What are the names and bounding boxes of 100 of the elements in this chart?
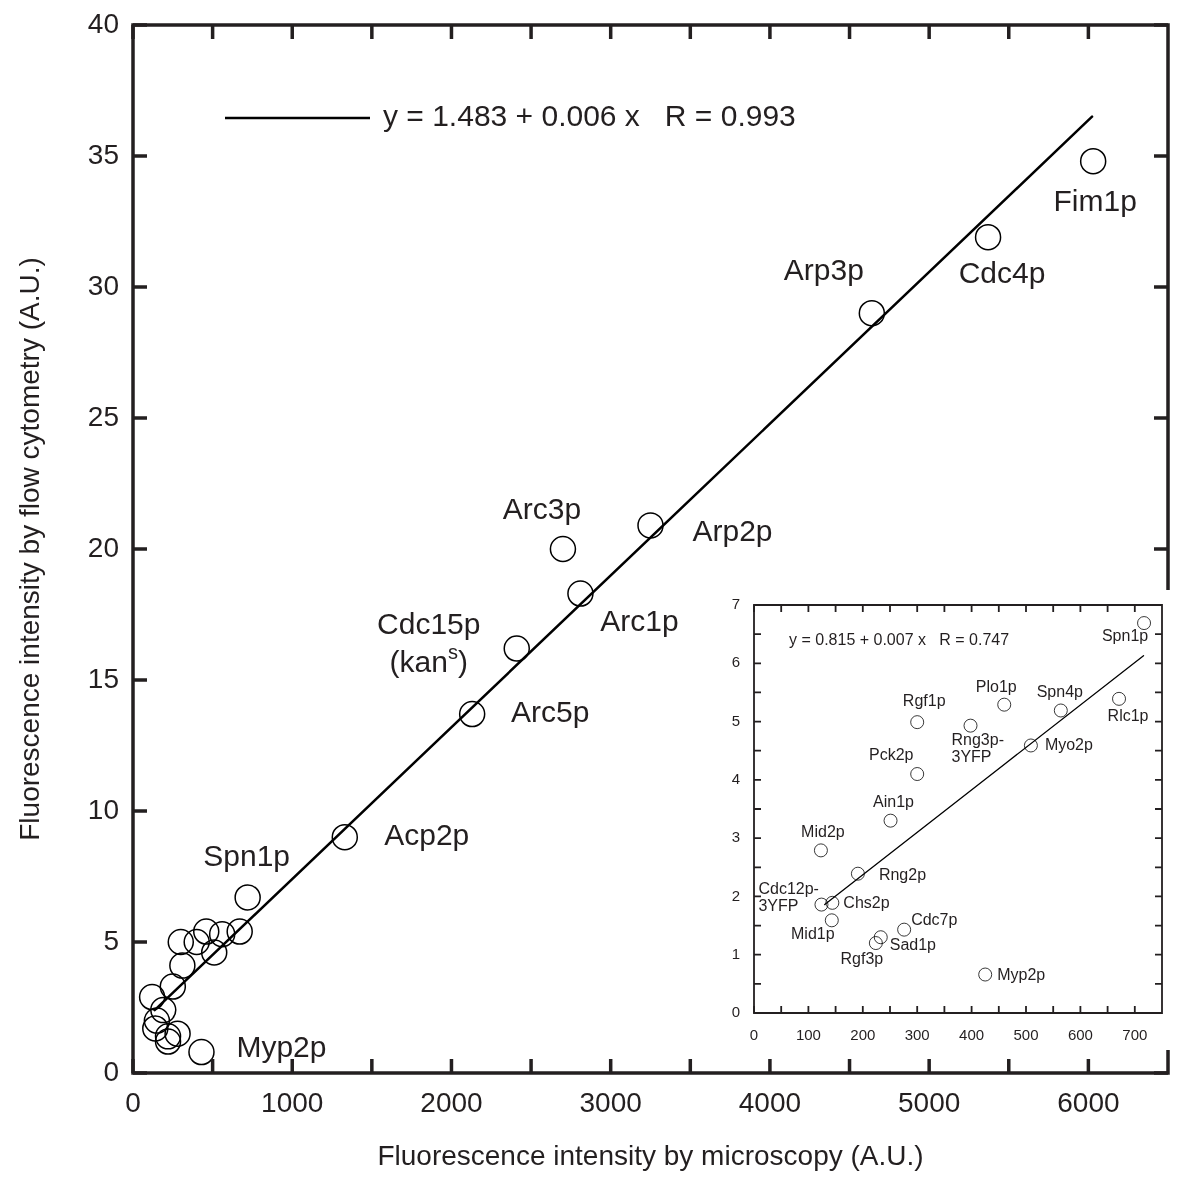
point <box>851 866 865 881</box>
x-tick-label: 4000 <box>738 1086 802 1118</box>
x-tick-label: 400 <box>959 1026 985 1044</box>
point <box>567 580 594 607</box>
annotation: Chs2p <box>843 894 890 912</box>
y-tick-label: 35 <box>87 138 119 170</box>
annotation: Rng2p <box>878 866 927 884</box>
point <box>226 918 253 945</box>
point <box>1112 691 1126 706</box>
point <box>824 913 839 928</box>
point <box>458 700 486 728</box>
annotation: Ain1p <box>873 793 915 811</box>
point <box>868 936 883 950</box>
point <box>208 920 236 948</box>
point <box>1079 147 1107 175</box>
annotation: Cdc7p <box>911 911 958 929</box>
x-tick-label: 1000 <box>261 1086 324 1118</box>
point <box>154 1023 182 1050</box>
annotation: Spn4p <box>1036 682 1084 700</box>
point <box>910 715 925 730</box>
point <box>150 996 177 1024</box>
annotation: Myo2p <box>1044 735 1094 753</box>
point <box>200 939 228 966</box>
point <box>814 843 828 858</box>
point <box>858 299 886 327</box>
y-tick-label: 5 <box>103 924 119 956</box>
point <box>167 928 195 956</box>
x-tick-label: 2000 <box>420 1086 483 1118</box>
y-tick-label: 6 <box>731 653 740 671</box>
point <box>169 952 196 979</box>
annotation: Rgf3p <box>840 950 884 968</box>
annotation: Cdc12p- 3YFP <box>758 879 819 914</box>
annotation: Rlc1p <box>1107 707 1149 725</box>
point <box>143 1007 171 1034</box>
x-tick-label: 700 <box>1122 1026 1148 1044</box>
annotation: Arc5p <box>510 695 590 729</box>
annotation: Arp2p <box>692 513 773 547</box>
point <box>154 1028 182 1055</box>
annotation: Rng3p- 3YFP <box>951 731 1004 766</box>
annotation: Mid1p <box>791 924 835 942</box>
point <box>549 535 577 563</box>
point <box>873 930 888 945</box>
annotation: Rgf1p <box>902 691 946 709</box>
annotation: Plo1p <box>975 678 1017 696</box>
annotation: Arp3p <box>783 253 864 287</box>
annotation: Myp2p <box>997 965 1046 983</box>
point <box>883 813 898 828</box>
y-tick-label: 0 <box>731 1003 740 1021</box>
annotation: Sad1p <box>889 935 937 953</box>
x-tick-label: 600 <box>1067 1026 1093 1044</box>
annotation: Mid2p <box>801 822 845 840</box>
point <box>963 718 978 733</box>
point <box>1024 738 1038 753</box>
y-tick-label: 2 <box>731 886 740 904</box>
y-tick-label: 10 <box>87 793 119 825</box>
x-tick-label: 300 <box>904 1026 930 1044</box>
annotation: Acp2p <box>384 818 470 852</box>
point <box>142 1015 169 1042</box>
point <box>188 1038 215 1066</box>
x-axis-title: Fluorescence intensity by microscopy (A.U.) <box>377 1139 924 1171</box>
point <box>997 697 1012 712</box>
point <box>183 928 210 956</box>
y-tick-label: 1 <box>731 944 740 962</box>
point <box>910 767 925 781</box>
y-tick-label: 4 <box>731 770 740 787</box>
point <box>1137 616 1151 630</box>
point <box>825 895 840 910</box>
y-tick-label: 25 <box>87 400 119 432</box>
point <box>974 223 1002 251</box>
y-tick-label: 20 <box>87 531 119 563</box>
annotation: Arc3p <box>502 492 582 526</box>
point <box>193 918 220 945</box>
point <box>234 884 261 911</box>
x-tick-label: 5000 <box>898 1086 961 1118</box>
y-tick-label: 15 <box>87 662 119 694</box>
y-tick-label: 30 <box>87 269 119 301</box>
x-tick-label: 0 <box>749 1026 759 1044</box>
x-tick-label: 6000 <box>1057 1086 1120 1118</box>
point <box>978 967 993 982</box>
point <box>159 973 187 1000</box>
point <box>331 823 359 851</box>
annotation: Cdc4p <box>958 256 1046 290</box>
point <box>814 897 829 912</box>
x-tick-label: 200 <box>850 1026 876 1044</box>
point <box>897 922 912 937</box>
y-tick-label: 0 <box>103 1055 119 1087</box>
y-tick-label: 5 <box>731 711 740 729</box>
annotation: Spn1p <box>203 838 291 872</box>
annotation: y = 0.815 + 0.007 x R = 0.747 <box>789 631 1010 649</box>
x-tick-label: 0 <box>125 1086 141 1118</box>
point <box>164 1020 191 1047</box>
y-tick-label: 40 <box>87 7 119 39</box>
annotation: Fim1p <box>1053 183 1137 217</box>
annotation: Pck2p <box>868 746 914 764</box>
annotation: Arc1p <box>600 603 679 637</box>
x-tick-label: 100 <box>795 1026 821 1044</box>
x-tick-label: 500 <box>1013 1026 1039 1044</box>
y-tick-label: 3 <box>731 828 740 846</box>
point <box>637 512 664 539</box>
point <box>503 635 530 662</box>
